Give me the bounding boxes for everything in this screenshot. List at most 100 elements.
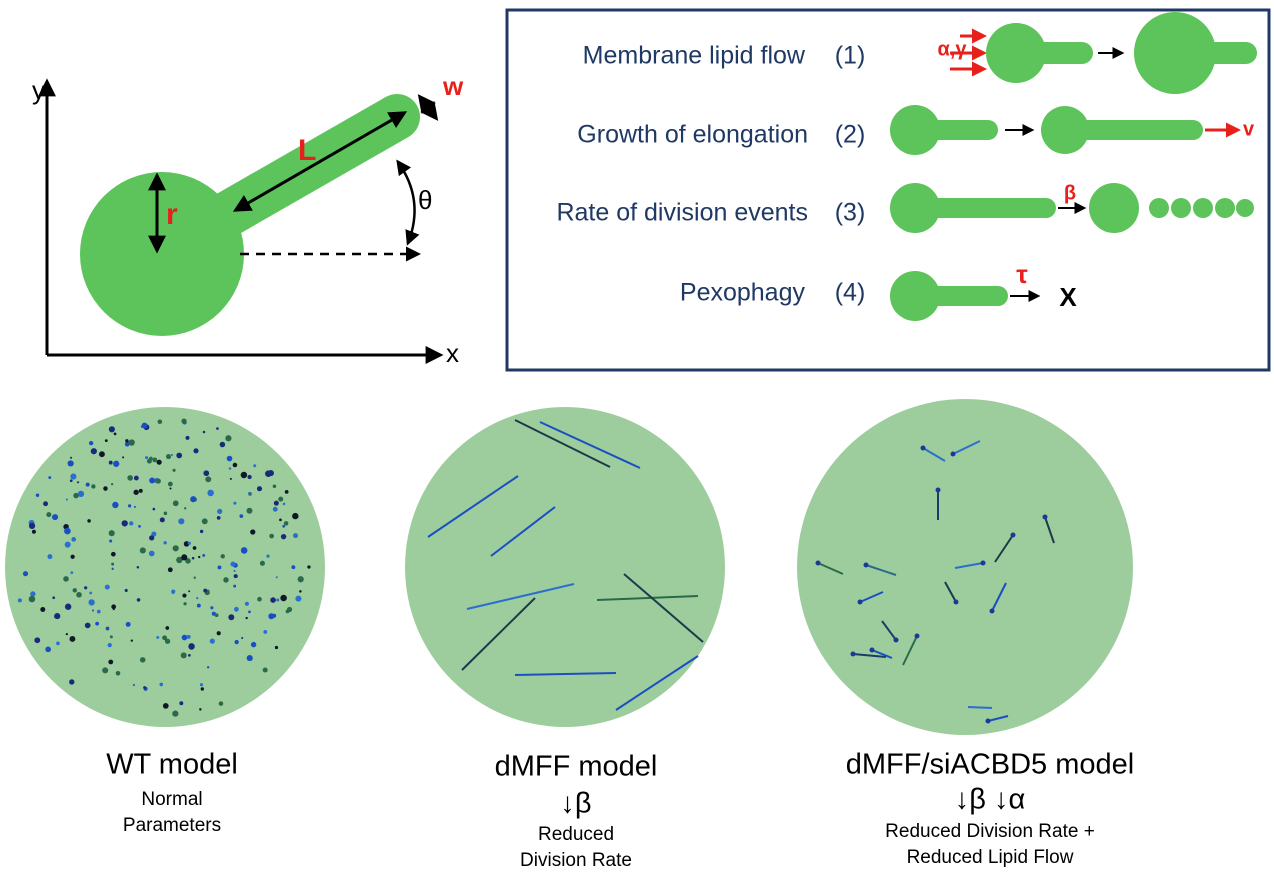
particle — [113, 608, 115, 610]
particle — [95, 622, 99, 626]
process-label: Pexophagy — [680, 279, 806, 307]
particle — [106, 627, 110, 631]
process-number: (2) — [835, 121, 866, 149]
schematic: y x L r w θ — [32, 71, 464, 368]
process-number: (1) — [835, 42, 866, 70]
particle — [234, 640, 238, 644]
particle — [270, 597, 276, 603]
particle — [219, 701, 224, 706]
particle — [233, 570, 235, 572]
width-label: w — [442, 71, 464, 101]
particle — [263, 630, 267, 634]
model-description: Normal — [141, 789, 202, 810]
particle — [70, 555, 74, 559]
angle-label: θ — [418, 185, 432, 215]
particle — [153, 508, 156, 511]
width-arrow — [420, 97, 436, 118]
particle — [291, 565, 295, 569]
particle — [220, 442, 225, 447]
particle — [247, 655, 253, 661]
length-arrow — [236, 113, 404, 210]
particle-end — [816, 561, 821, 566]
particle — [233, 585, 236, 588]
particle — [108, 660, 113, 665]
particle — [268, 613, 274, 619]
particle-end — [981, 561, 986, 566]
particle — [247, 475, 251, 479]
particle — [99, 451, 105, 457]
particle — [181, 554, 187, 560]
particle — [176, 453, 182, 459]
particle — [52, 514, 58, 520]
model-title: dMFF/siACBD5 model — [846, 749, 1134, 781]
particle — [182, 635, 188, 641]
particle — [134, 476, 139, 481]
particle — [112, 502, 118, 508]
particle — [110, 635, 113, 638]
particle — [111, 552, 116, 557]
particle — [105, 439, 108, 442]
particle — [127, 475, 133, 481]
particle — [207, 490, 214, 497]
particle — [23, 571, 28, 576]
body — [890, 183, 940, 233]
particle — [63, 576, 69, 582]
particle — [156, 636, 159, 639]
particle — [229, 467, 232, 470]
particle — [217, 509, 222, 514]
particle — [131, 639, 133, 641]
particle — [298, 576, 304, 582]
particle — [173, 545, 179, 551]
axis-label: x — [446, 338, 459, 368]
particle — [91, 448, 97, 454]
particle — [18, 598, 22, 602]
particle — [203, 589, 207, 593]
particle — [202, 554, 205, 557]
particle — [89, 592, 92, 595]
particle — [149, 478, 155, 484]
particle — [234, 607, 239, 612]
particle — [199, 708, 201, 710]
particle — [156, 478, 161, 483]
particle — [203, 431, 206, 434]
particle — [69, 636, 75, 642]
particle — [260, 561, 265, 566]
body — [80, 172, 244, 336]
particle — [194, 576, 196, 578]
processes: Membrane lipid flow (1) α,γ Growth of el… — [556, 12, 1255, 321]
particle — [280, 595, 287, 602]
particle — [86, 483, 90, 487]
particle — [109, 461, 113, 465]
particle — [173, 469, 176, 472]
particle — [257, 597, 262, 602]
particle — [133, 684, 135, 686]
particle — [125, 439, 128, 442]
particle — [29, 596, 36, 603]
particle — [143, 686, 146, 689]
particle — [157, 460, 162, 465]
particle — [76, 592, 82, 598]
particle — [78, 491, 84, 497]
length-label: L — [298, 134, 316, 167]
particle — [111, 483, 113, 485]
particle — [225, 435, 231, 441]
particle — [278, 497, 283, 502]
particle — [73, 588, 77, 592]
particle — [140, 547, 146, 553]
particle — [64, 528, 71, 535]
particle — [71, 537, 76, 542]
particle — [192, 557, 195, 560]
particle — [158, 419, 163, 424]
particle — [274, 501, 279, 506]
particle — [245, 617, 247, 619]
particle — [122, 520, 128, 526]
model-symbol: ↓β ↓α — [955, 784, 1026, 816]
particle — [56, 642, 60, 646]
particle — [54, 613, 60, 619]
model-description: Reduced Lipid Flow — [907, 847, 1074, 868]
particle — [210, 639, 215, 644]
parameter: τ — [1016, 259, 1028, 289]
particle — [48, 476, 51, 479]
particle — [275, 646, 278, 649]
particle — [188, 590, 190, 592]
